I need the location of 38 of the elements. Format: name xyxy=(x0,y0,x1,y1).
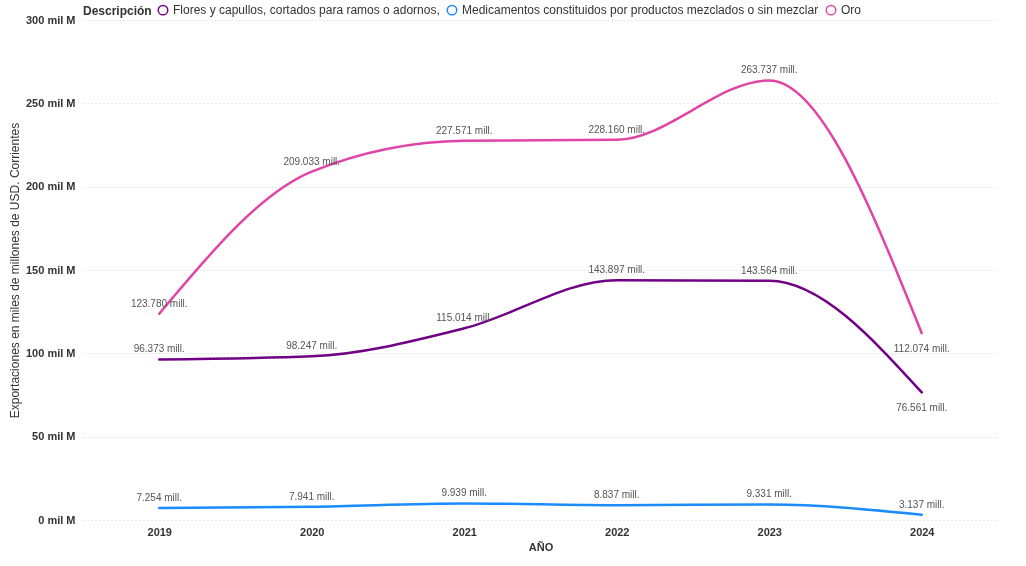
data-label: 143.897 mill. xyxy=(588,264,646,276)
y-tick-label: 200 mil M xyxy=(25,180,76,193)
data-label: 263.737 mill. xyxy=(740,64,798,76)
data-label: 123.780 mill. xyxy=(130,297,188,309)
x-tick-label: 2022 xyxy=(605,525,630,538)
data-label: 228.160 mill. xyxy=(588,123,646,135)
x-tick-label: 2024 xyxy=(910,525,936,538)
legend-title: Descripción xyxy=(83,4,152,18)
data-label: 7.254 mill. xyxy=(136,491,183,503)
data-label: 9.331 mill. xyxy=(746,488,793,500)
x-tick-label: 2023 xyxy=(757,525,782,538)
y-axis-title: Exportaciones en miles de millones de USD. Corrientes xyxy=(7,122,22,419)
y-tick-label: 300 mil M xyxy=(25,13,76,26)
line-series xyxy=(158,502,923,517)
data-label: 115.014 mill. xyxy=(436,312,493,324)
data-label: 9.939 mill. xyxy=(441,487,488,499)
x-tick-label: 2020 xyxy=(300,525,325,538)
y-tick-label: 150 mil M xyxy=(25,263,76,276)
legend-label: Flores y capullos, cortados para ramos o adornos, xyxy=(173,3,440,18)
x-tick-label: 2019 xyxy=(147,525,172,538)
data-label: 112.074 mill. xyxy=(893,343,950,355)
y-tick-label: 0 mil M xyxy=(38,513,76,526)
data-label: 227.571 mill. xyxy=(435,124,493,136)
data-label: 96.373 mill. xyxy=(133,343,185,355)
x-axis-title: AÑO xyxy=(528,540,554,553)
y-tick-label: 250 mil M xyxy=(25,96,76,109)
data-label: 98.247 mill. xyxy=(286,340,338,352)
data-label: 8.837 mill. xyxy=(593,489,640,501)
y-tick-label: 50 mil M xyxy=(32,430,76,443)
y-tick-label: 100 mil M xyxy=(25,346,76,359)
data-label: 3.137 mill. xyxy=(898,498,945,510)
data-label: 7.941 mill. xyxy=(288,490,335,502)
legend-label: Oro xyxy=(841,3,862,18)
data-label: 76.561 mill. xyxy=(896,402,948,414)
data-label: 209.033 mill. xyxy=(283,155,341,167)
data-label: 143.564 mill. xyxy=(740,264,798,276)
x-tick-label: 2021 xyxy=(452,525,477,538)
legend-label: Medicamentos constituidos por productos mezclados o sin mezclar xyxy=(462,3,819,18)
